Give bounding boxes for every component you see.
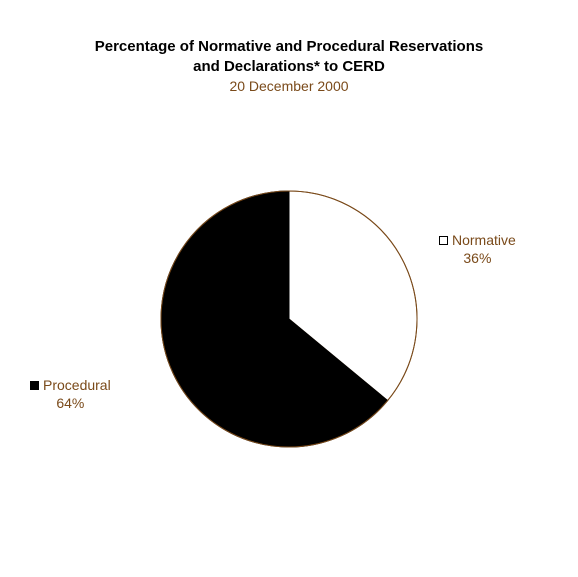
chart-title-line-1: Percentage of Normative and Procedural R…	[94, 38, 484, 55]
pie-outline	[160, 190, 418, 448]
label-normative-name: Normative	[452, 232, 516, 248]
label-procedural-percent: 64%	[56, 395, 85, 411]
label-procedural-name: Procedural	[43, 377, 111, 393]
chart-title-block: Percentage of Normative and Procedural R…	[0, 37, 578, 95]
swatch-procedural	[30, 381, 39, 390]
chart-subtitle: 20 December 2000	[229, 78, 349, 94]
label-normative-percent: 36%	[463, 250, 492, 266]
label-normative: Normative 36%	[439, 231, 516, 267]
label-procedural: Procedural 64%	[30, 376, 111, 412]
chart-title-line-2: and Declarations* to CERD	[193, 58, 385, 75]
swatch-normative	[439, 236, 448, 245]
